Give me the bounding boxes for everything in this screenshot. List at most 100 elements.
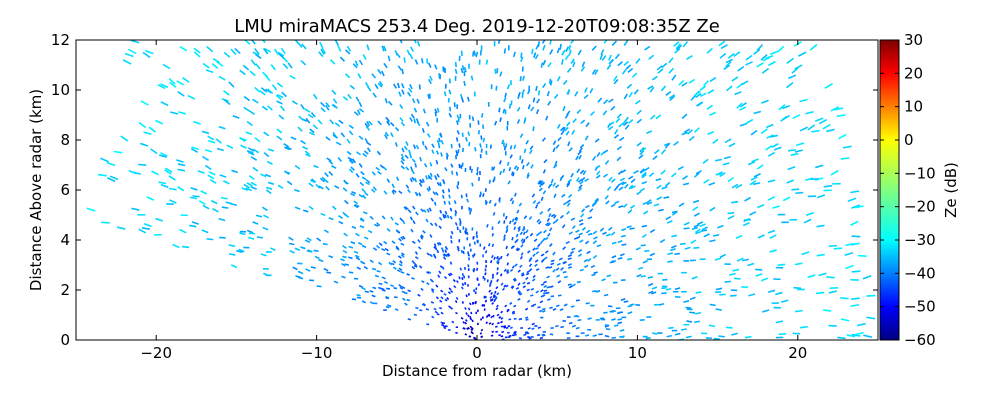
reflectivity-cell <box>544 250 549 254</box>
reflectivity-cell <box>164 169 172 175</box>
reflectivity-cell <box>671 172 677 178</box>
reflectivity-cell <box>604 324 610 327</box>
reflectivity-cell <box>686 54 693 60</box>
reflectivity-cell <box>591 69 597 75</box>
reflectivity-cell <box>320 107 326 113</box>
reflectivity-cell <box>464 307 467 310</box>
reflectivity-cell <box>615 117 621 124</box>
reflectivity-cell <box>293 189 300 193</box>
reflectivity-cell <box>753 173 761 178</box>
reflectivity-cell <box>476 234 478 239</box>
reflectivity-cell <box>437 143 441 149</box>
x-tick-label: 20 <box>788 344 807 362</box>
reflectivity-cell <box>401 285 406 290</box>
reflectivity-cell <box>378 242 383 247</box>
reflectivity-cell <box>745 61 753 66</box>
reflectivity-cell <box>577 178 583 183</box>
reflectivity-cell <box>170 111 179 115</box>
reflectivity-cell <box>515 217 519 222</box>
reflectivity-cell <box>348 271 354 274</box>
reflectivity-cell <box>305 153 311 158</box>
reflectivity-cell <box>712 138 719 144</box>
reflectivity-cell <box>566 316 571 318</box>
reflectivity-cell <box>604 194 609 200</box>
reflectivity-cell <box>294 247 301 251</box>
reflectivity-cell <box>543 284 547 288</box>
reflectivity-cell <box>312 93 318 100</box>
reflectivity-cell <box>255 214 263 218</box>
reflectivity-cell <box>470 75 474 81</box>
reflectivity-cell <box>283 143 290 148</box>
reflectivity-cell <box>609 310 614 313</box>
reflectivity-cell <box>635 304 641 306</box>
reflectivity-cell <box>215 138 223 144</box>
reflectivity-cell <box>250 40 256 45</box>
reflectivity-cell <box>239 69 246 76</box>
reflectivity-cell <box>542 59 547 66</box>
reflectivity-cell <box>603 173 609 178</box>
reflectivity-cell <box>809 43 818 51</box>
reflectivity-cell <box>420 287 424 291</box>
reflectivity-cell <box>519 256 523 260</box>
reflectivity-cell <box>400 153 404 159</box>
reflectivity-cell <box>614 53 620 60</box>
reflectivity-cell <box>842 145 852 149</box>
reflectivity-cell <box>513 165 518 170</box>
reflectivity-cell <box>485 315 489 318</box>
reflectivity-cell <box>261 105 268 111</box>
reflectivity-cell <box>375 166 381 171</box>
reflectivity-cell <box>618 205 624 209</box>
reflectivity-cell <box>767 60 776 67</box>
reflectivity-cell <box>639 319 645 321</box>
reflectivity-cell <box>513 226 517 231</box>
reflectivity-cell <box>508 318 512 321</box>
reflectivity-cell <box>562 201 568 206</box>
reflectivity-cell <box>433 201 437 206</box>
reflectivity-cell <box>646 316 652 318</box>
reflectivity-cell <box>761 99 769 104</box>
reflectivity-cell <box>620 297 626 302</box>
reflectivity-cell <box>527 327 531 330</box>
reflectivity-cell <box>556 76 561 82</box>
reflectivity-cell <box>844 251 854 256</box>
reflectivity-cell <box>477 283 481 287</box>
reflectivity-cell <box>673 140 679 146</box>
reflectivity-cell <box>624 124 630 130</box>
reflectivity-cell <box>436 117 439 123</box>
reflectivity-cell <box>460 50 463 56</box>
reflectivity-cell <box>718 335 725 338</box>
reflectivity-cell <box>654 303 660 306</box>
reflectivity-cell <box>575 326 580 330</box>
reflectivity-cell <box>552 251 556 256</box>
reflectivity-cell <box>304 150 310 156</box>
reflectivity-cell <box>693 199 700 204</box>
reflectivity-cell <box>401 147 405 153</box>
reflectivity-cell <box>122 59 132 65</box>
reflectivity-cell <box>628 175 634 180</box>
reflectivity-cell <box>160 83 169 89</box>
reflectivity-cell <box>464 230 467 235</box>
reflectivity-cell <box>346 138 351 144</box>
reflectivity-cell <box>283 146 291 151</box>
reflectivity-cell <box>511 236 514 241</box>
reflectivity-cell <box>470 168 473 173</box>
reflectivity-cell <box>449 106 452 112</box>
reflectivity-cell <box>485 143 488 149</box>
reflectivity-cell <box>426 282 430 286</box>
reflectivity-cell <box>810 178 819 181</box>
reflectivity-cell <box>777 263 786 266</box>
reflectivity-cell <box>384 280 389 285</box>
reflectivity-cell <box>486 224 489 228</box>
reflectivity-cell <box>760 128 768 134</box>
reflectivity-cell <box>418 182 423 187</box>
reflectivity-cell <box>181 245 190 249</box>
reflectivity-cell <box>508 334 512 338</box>
reflectivity-cell <box>400 121 406 127</box>
reflectivity-cell <box>495 271 499 276</box>
reflectivity-cell <box>545 266 550 269</box>
reflectivity-cell <box>503 325 507 328</box>
reflectivity-cell <box>614 129 619 135</box>
reflectivity-cell <box>353 250 359 254</box>
reflectivity-cell <box>443 200 446 205</box>
reflectivity-cell <box>731 183 739 189</box>
